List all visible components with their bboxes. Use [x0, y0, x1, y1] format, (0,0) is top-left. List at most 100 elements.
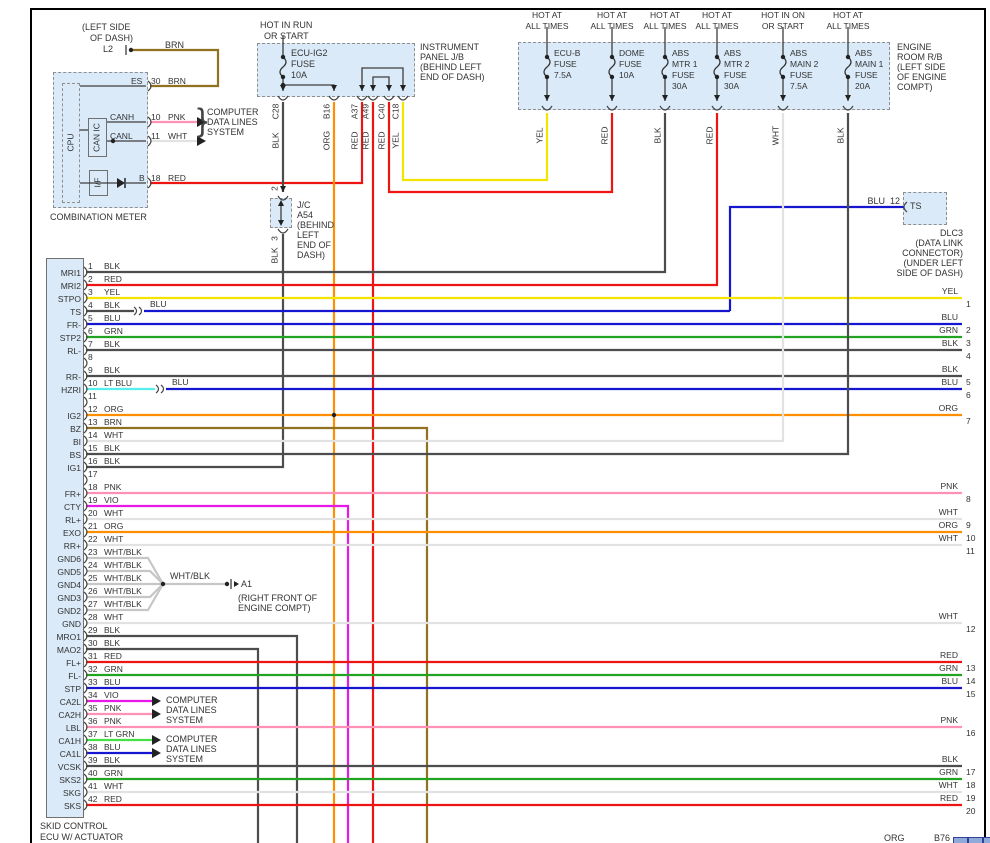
meter-pin-wire-color: RED: [168, 173, 186, 183]
ecu-pin-wire-color: WHT/BLK: [104, 547, 142, 557]
note-line: SYSTEM: [166, 754, 204, 764]
connector-arc: [367, 95, 379, 101]
ecu-pin-number: 22: [88, 534, 98, 544]
page-ref-number: 9: [966, 520, 971, 530]
note-line: A54: [297, 210, 314, 220]
ecu-pin-name-rr+: RR+: [63, 541, 81, 551]
down-arrow-icon: [544, 95, 550, 101]
fuse-wire-color-label: YEL: [534, 127, 545, 144]
if-label: I/F: [92, 177, 103, 188]
note-line: (DATA LINK: [915, 238, 963, 248]
note-line: INSTRUMENT: [420, 42, 479, 52]
connector-arc: [83, 578, 88, 590]
skid-control-ecu-box: [46, 258, 84, 818]
wire-brn: [133, 48, 220, 88]
ecu-pin-wire-color: WHT: [104, 781, 124, 791]
fuse-name-label: FUSE: [790, 70, 813, 80]
connector-arc: [328, 95, 340, 101]
frame-right: [984, 8, 986, 843]
fuse-power-label: HOT AT: [650, 10, 680, 20]
ecu-pin-name-ca2h: CA2H: [58, 710, 81, 720]
fuse-power-label: ALL TIMES: [826, 21, 870, 31]
down-arrow-icon: [359, 85, 365, 91]
wire-wht-blk: [86, 583, 164, 612]
connector-arc: [842, 105, 854, 111]
connector-arc: [903, 201, 908, 213]
ecu-pin-number: 39: [88, 755, 98, 765]
note-line: J/C: [297, 200, 311, 210]
fuse-name-label: FUSE: [554, 59, 577, 69]
ecu-pin-wire-color: BLK: [104, 261, 121, 271]
right-arrow-icon: [152, 735, 161, 745]
fuse-wire-color-label: RED: [599, 126, 610, 145]
meter-pin-wire-color: BRN: [168, 76, 186, 86]
ground-note: (RIGHT FRONT OF ENGINE COMPT): [238, 593, 317, 613]
bottom-right-org-label: ORG: [884, 833, 905, 843]
wire-blk: [86, 634, 299, 843]
page-ref-color-label: BLU: [941, 377, 958, 387]
junction-dot: [160, 581, 166, 587]
wire-blk: [86, 113, 667, 274]
note-line: DATA LINES: [207, 117, 258, 127]
connector-arc: [83, 526, 88, 538]
ecu-pin-wire-color: WHT/BLK: [104, 573, 142, 583]
jb-connector-wire-color-label: YEL: [390, 132, 401, 149]
fuse-symbol: [661, 56, 669, 78]
ecu-pin-name-ig2: IG2: [67, 411, 81, 421]
down-arrow-icon: [845, 95, 851, 101]
junction-dot: [280, 74, 286, 80]
connector-arc: [83, 617, 88, 629]
connector-arc: [147, 80, 152, 92]
page-ref-color-label: GRN: [939, 663, 958, 673]
page-ref-number: 18: [966, 780, 976, 790]
down-arrow-icon: [714, 95, 720, 101]
ecu-pin-wire-color: WHT/BLK: [104, 599, 142, 609]
page-ref-color-label: ORG: [938, 403, 958, 413]
ecu-pin-name-exo: EXO: [63, 528, 81, 538]
ecu-pin-number: 3: [88, 287, 93, 297]
diode-icon: [117, 178, 125, 188]
wire-red: [387, 102, 614, 194]
down-arrow-icon: [609, 95, 615, 101]
ecu-pin-name-mro1: MRO1: [56, 632, 81, 642]
ecu-ig2-fuse-label-line1: ECU-IG2: [291, 48, 328, 58]
down-arrow-icon: [331, 85, 337, 91]
wire-wht: [86, 113, 785, 443]
fuse-symbol: [844, 56, 852, 78]
note-line: (BEHIND: [297, 220, 335, 230]
page-ref-number: 7: [966, 416, 971, 426]
up-arrow-icon: [278, 200, 284, 206]
ecu-pin-name-skg: SKG: [63, 788, 81, 798]
right-arrow-icon: [197, 136, 206, 146]
ecu-pin-number: 31: [88, 651, 98, 661]
wire-wht-blk: [86, 583, 164, 599]
ecu-ig2-fuse-label-line2: FUSE: [291, 59, 316, 69]
note-line: (BEHIND LEFT: [420, 62, 482, 72]
junction-dot: [331, 412, 337, 418]
ecu-pin-number: 35: [88, 703, 98, 713]
note-line: DASH): [297, 250, 326, 260]
ecu-pin-wire-color: LT BLU: [104, 378, 133, 388]
fuse-power-label: HOT AT: [532, 10, 562, 20]
fuse-symbol: [713, 56, 721, 78]
fuse-symbol: [543, 56, 551, 78]
connector-arc: [83, 513, 88, 525]
engine-room-rb-box: [518, 42, 890, 110]
note-line: COMPUTER: [207, 107, 259, 117]
jb-connector-wire-color-label: RED: [360, 131, 371, 150]
note-line: COMPUTER: [166, 734, 218, 744]
ecu-pin-wire-color: ORG: [104, 521, 124, 531]
ecu-pin-wire-color: WHT: [104, 534, 124, 544]
ecu-pin-number: 37: [88, 729, 98, 739]
fuse-name-label: MAIN 1: [855, 59, 884, 69]
fuse-power-label: ALL TIMES: [643, 21, 687, 31]
right-arrow-icon: [197, 117, 206, 127]
connector-arc: [83, 708, 88, 720]
a54-note: J/C A54 (BEHIND LEFT END OF DASH): [297, 200, 334, 260]
page-ref-color-label: BLK: [941, 338, 958, 348]
connector-arc: [83, 747, 88, 759]
connector-arc: [83, 331, 88, 343]
ecu-pin-wire-color: BLK: [104, 443, 121, 453]
connector-arc: [83, 682, 88, 694]
ecu-pin-number: 42: [88, 794, 98, 804]
